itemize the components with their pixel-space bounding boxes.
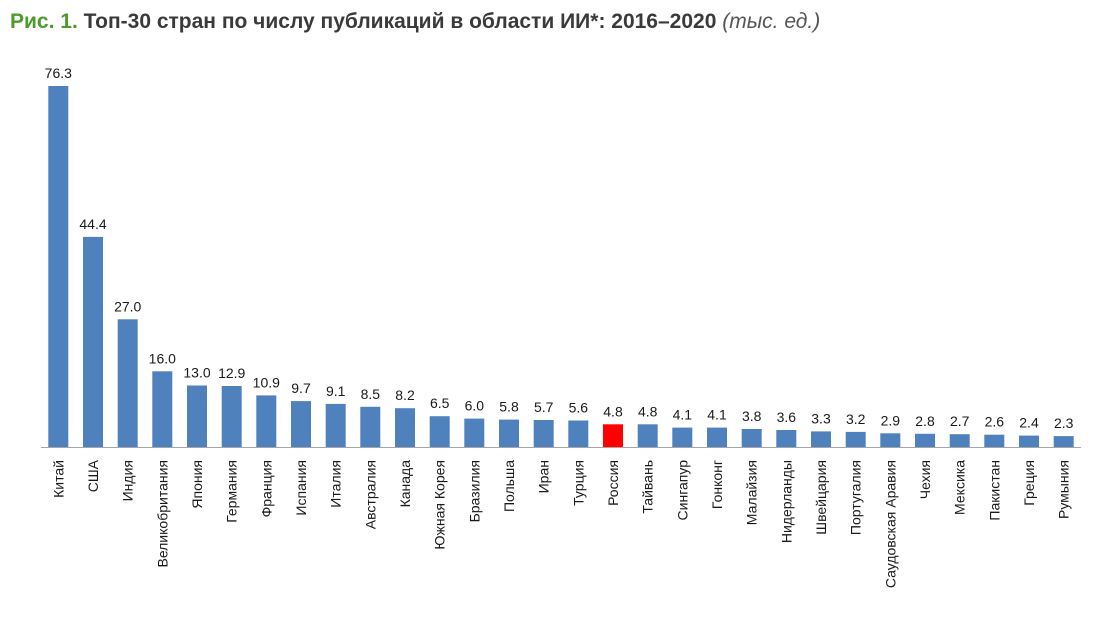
bar — [48, 86, 69, 447]
data-label: 3.2 — [846, 411, 866, 427]
data-label: 44.4 — [79, 216, 106, 232]
bar — [291, 401, 311, 447]
category-label: Канада — [397, 460, 413, 508]
bar — [811, 431, 831, 447]
bar — [776, 430, 797, 447]
category-label: Португалия — [848, 460, 864, 535]
data-label: 4.8 — [638, 403, 658, 419]
category-label: Австралия — [362, 460, 378, 529]
category-label: Гонконг — [709, 460, 725, 509]
data-label: 3.8 — [742, 408, 762, 424]
category-label: Тайвань — [640, 460, 656, 514]
data-label: 12.9 — [218, 365, 245, 381]
category-label: Румыния — [1056, 460, 1072, 519]
bar — [637, 424, 658, 447]
data-label: 27.0 — [114, 298, 141, 314]
bar — [256, 395, 277, 447]
data-label: 3.6 — [777, 409, 797, 425]
data-label: 9.1 — [326, 383, 346, 399]
bar — [915, 433, 935, 447]
bar — [1053, 436, 1074, 447]
bar — [672, 427, 693, 447]
category-label: Саудовская Аравия — [882, 460, 898, 588]
bar — [187, 385, 207, 447]
bar — [464, 418, 485, 447]
figure-number: Рис. 1. — [10, 10, 78, 33]
category-label: США — [85, 459, 101, 492]
category-label: Испания — [293, 460, 309, 516]
data-label: 2.4 — [1019, 415, 1039, 431]
category-label: Малайзия — [744, 460, 760, 525]
data-label: 10.9 — [253, 374, 280, 390]
chart-unit: (тыс. ед.) — [722, 10, 821, 33]
category-label: Германия — [224, 460, 240, 523]
category-label: Франция — [258, 460, 274, 517]
bar — [499, 419, 519, 447]
data-label: 6.5 — [430, 395, 450, 411]
data-label: 2.7 — [950, 413, 970, 429]
data-label: 2.8 — [915, 413, 935, 429]
category-label: Греция — [1021, 460, 1037, 506]
data-label: 2.9 — [881, 412, 901, 428]
category-label: Иран — [536, 460, 552, 493]
category-label: Индия — [120, 460, 136, 501]
bar — [984, 434, 1005, 447]
data-label: 5.8 — [499, 399, 519, 415]
bar — [360, 406, 381, 447]
category-label: Турция — [570, 460, 586, 506]
data-label: 8.5 — [361, 386, 381, 402]
bar — [429, 416, 450, 447]
category-label: Пакистан — [986, 460, 1002, 521]
category-label: Россия — [605, 460, 621, 506]
data-label: 4.1 — [673, 407, 693, 423]
bar — [880, 433, 901, 447]
bar — [1019, 435, 1039, 447]
chart-title: Рис. 1. Топ-30 стран по числу публикаций… — [10, 10, 820, 34]
bar — [845, 431, 866, 447]
category-label: Нидерланды — [778, 460, 794, 543]
category-label: Италия — [328, 460, 344, 508]
data-label: 9.7 — [291, 380, 311, 396]
bar — [741, 429, 762, 447]
bar — [603, 424, 623, 447]
bar — [83, 236, 103, 447]
bar — [152, 371, 173, 447]
category-label: Мексика — [952, 460, 968, 515]
category-label: Сингапур — [674, 460, 690, 521]
category-label: Бразилия — [466, 460, 482, 522]
category-label: Чехия — [917, 460, 933, 499]
bar — [117, 319, 138, 447]
category-label: Южная Корея — [432, 460, 448, 550]
data-label: 5.7 — [534, 399, 554, 415]
data-label: 4.8 — [603, 403, 623, 419]
data-label: 3.3 — [811, 410, 831, 426]
category-label: Китай — [50, 460, 66, 498]
data-label: 5.6 — [569, 400, 589, 416]
chart-title-text: Топ-30 стран по числу публикаций в облас… — [83, 10, 717, 33]
data-label: 4.1 — [707, 407, 727, 423]
data-label: 6.0 — [465, 398, 485, 414]
bar — [949, 434, 970, 447]
bar — [707, 427, 727, 447]
category-label: Япония — [189, 460, 205, 509]
category-label: Польша — [501, 460, 517, 512]
data-label: 16.0 — [149, 350, 176, 366]
data-label: 76.3 — [45, 65, 72, 81]
data-label: 2.6 — [985, 414, 1005, 430]
bar — [395, 408, 415, 447]
data-label: 8.2 — [395, 387, 415, 403]
bar — [533, 420, 554, 447]
data-label: 13.0 — [183, 365, 210, 381]
category-label: Швейцария — [813, 460, 829, 535]
bar — [568, 420, 589, 447]
data-label: 2.3 — [1054, 415, 1074, 431]
bar — [221, 386, 242, 447]
bar — [325, 403, 346, 447]
category-label: Великобритания — [154, 460, 170, 568]
